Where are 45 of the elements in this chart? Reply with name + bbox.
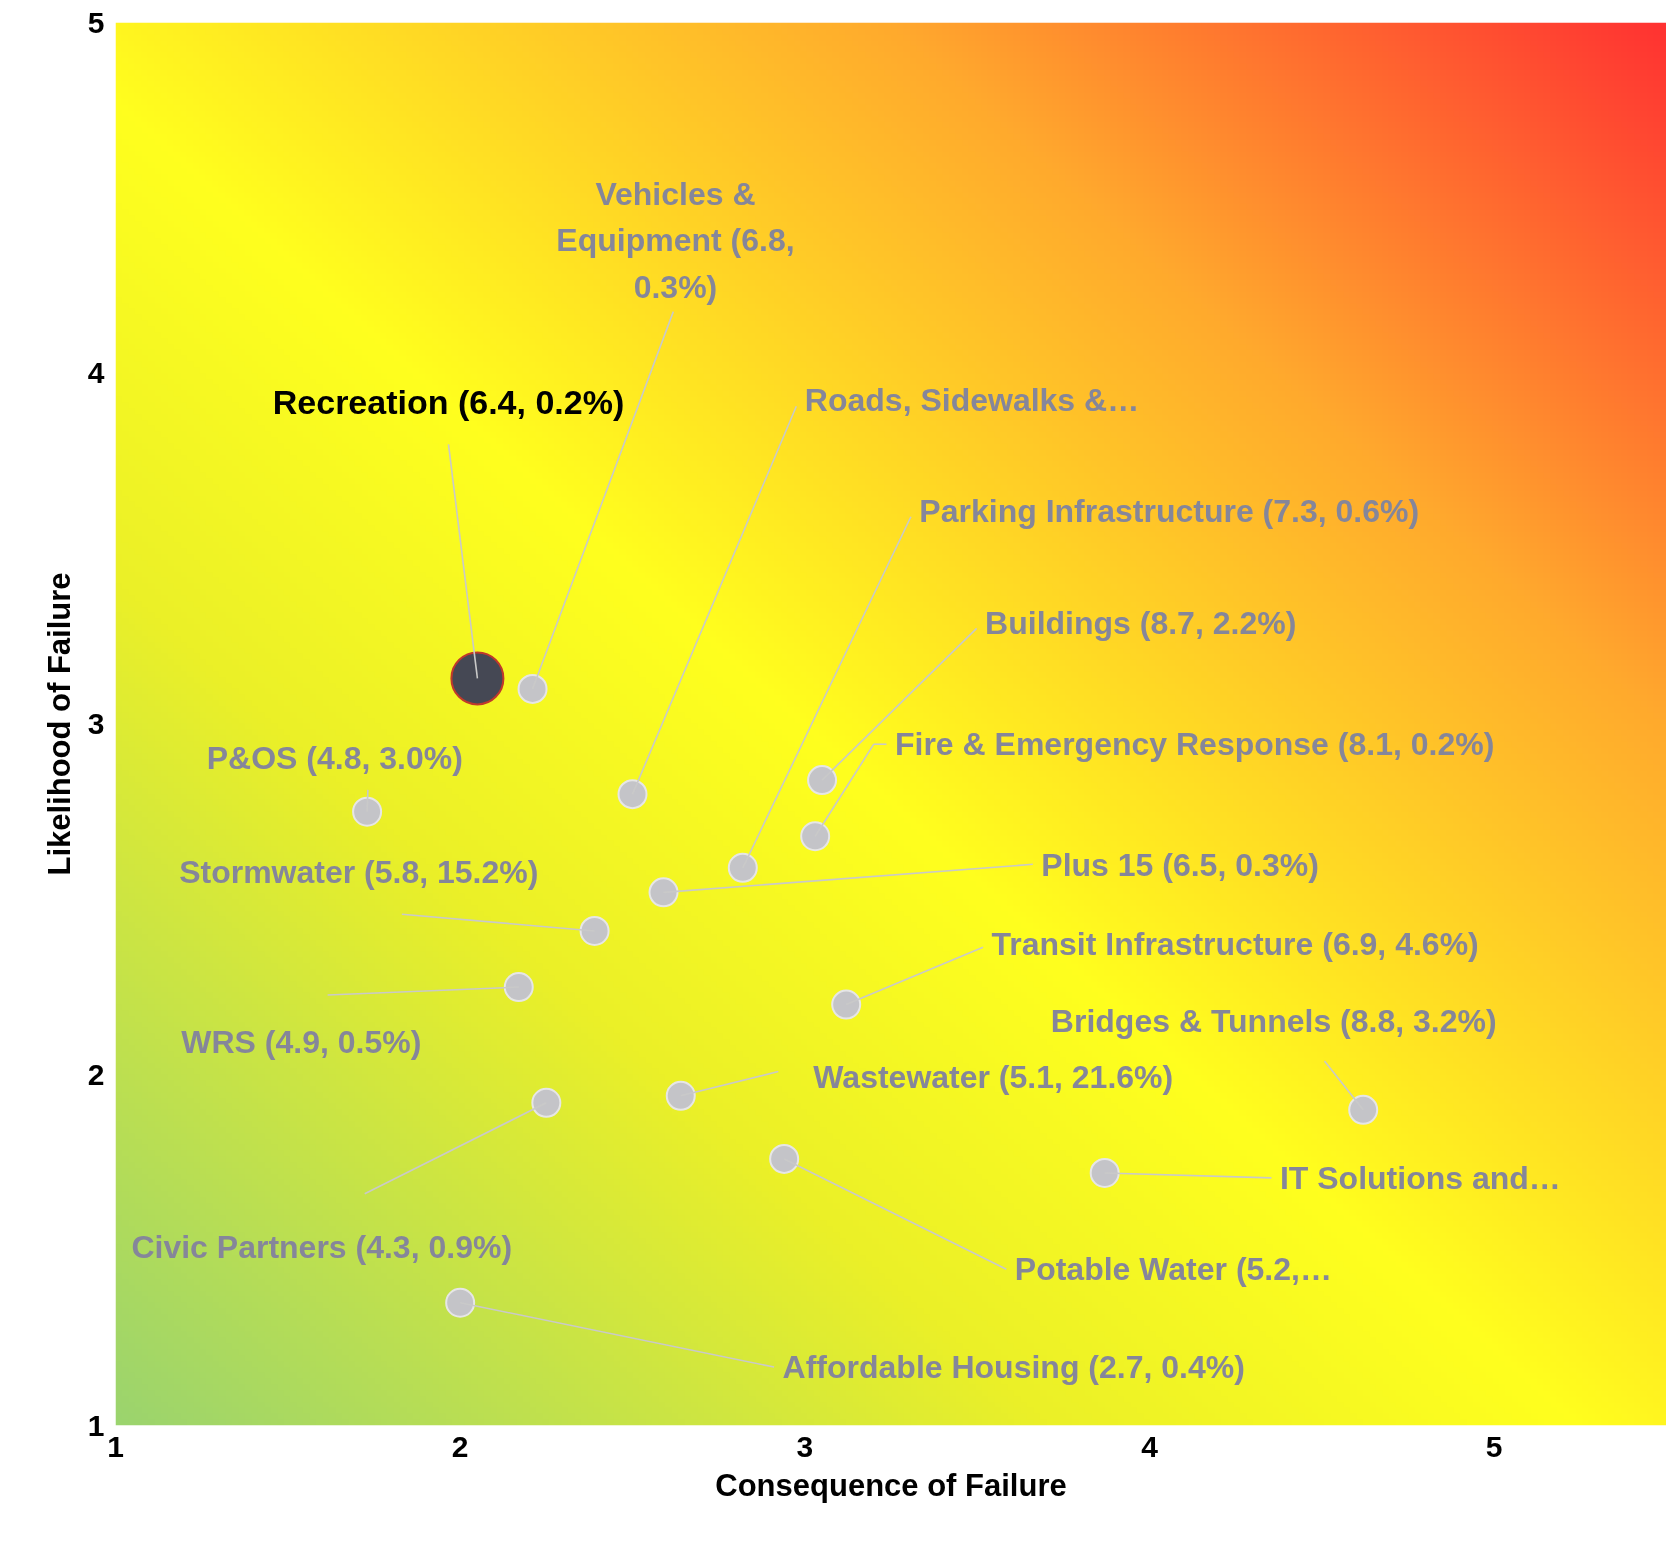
annotation: Recreation (6.4, 0.2%) xyxy=(272,382,625,421)
point xyxy=(727,852,758,883)
x-axis-title: Consequence of Failure xyxy=(715,1467,1067,1503)
annotation: Affordable Housing (2.7, 0.4%) xyxy=(782,1349,1245,1386)
annotation: Transit Infrastructure (6.9, 4.6%) xyxy=(991,926,1479,963)
point xyxy=(1348,1094,1379,1125)
point xyxy=(800,821,831,852)
annotation: Fire & Emergency Response (8.1, 0.2%) xyxy=(894,726,1495,763)
point xyxy=(769,1143,800,1174)
annotation: IT Solutions and… xyxy=(1279,1159,1561,1196)
annotation: Vehicles & Equipment (6.8, 0.3%) xyxy=(556,175,795,306)
y-tick-label: 5 xyxy=(87,5,105,39)
y-tick-label: 3 xyxy=(87,707,105,740)
x-tick-label: 4 xyxy=(1141,1429,1159,1463)
point xyxy=(517,673,548,704)
annotation: P&OS (4.8, 3.0%) xyxy=(206,740,463,777)
annotation: Potable Water (5.2,… xyxy=(1014,1251,1332,1288)
point xyxy=(503,972,534,1003)
annotation: Wastewater (5.1, 21.6%) xyxy=(813,1058,1174,1095)
annotation: Plus 15 (6.5, 0.3%) xyxy=(1041,847,1319,884)
annotation: Bridges & Tunnels (8.8, 3.2%) xyxy=(1050,1002,1497,1039)
point xyxy=(648,877,679,908)
point xyxy=(1089,1157,1120,1188)
annotation: Buildings (8.7, 2.2%) xyxy=(985,605,1297,642)
point xyxy=(352,796,383,827)
y-tick-label: 4 xyxy=(87,356,105,390)
annotation: Parking Infrastructure (7.3, 0.6%) xyxy=(919,493,1420,530)
point xyxy=(450,651,505,706)
point xyxy=(807,765,838,796)
annotation: WRS (4.9, 0.5%) xyxy=(181,1023,422,1060)
point xyxy=(617,779,648,810)
annotation: Civic Partners (4.3, 0.9%) xyxy=(131,1228,513,1265)
y-tick-label: 2 xyxy=(87,1057,105,1091)
point xyxy=(531,1087,562,1118)
y-tick-label: 1 xyxy=(87,1408,105,1442)
x-tick-label: 5 xyxy=(1485,1429,1503,1463)
annotation: Roads, Sidewalks &… xyxy=(804,381,1140,418)
point xyxy=(665,1080,696,1111)
annotation: Stormwater (5.8, 15.2%) xyxy=(179,853,539,890)
point xyxy=(831,989,862,1020)
x-tick-label: 2 xyxy=(451,1429,469,1463)
point xyxy=(579,915,610,946)
point xyxy=(445,1287,476,1318)
y-axis-title: Likelihood of Failure xyxy=(41,572,77,876)
x-tick-label: 3 xyxy=(796,1429,814,1463)
